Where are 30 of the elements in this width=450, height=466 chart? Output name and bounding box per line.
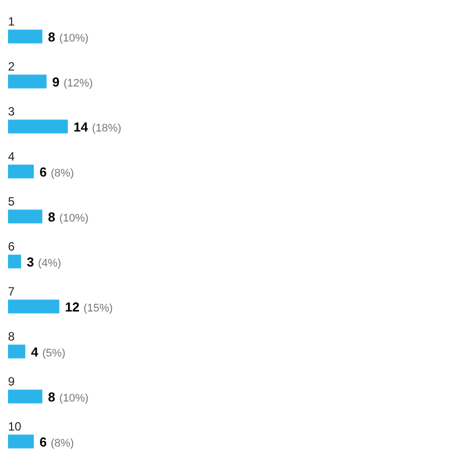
- y-tick-label: 2: [8, 60, 15, 74]
- bar: [8, 120, 68, 134]
- y-tick-label: 9: [8, 374, 15, 388]
- y-tick-label: 5: [8, 194, 15, 208]
- bar: [8, 210, 42, 224]
- data-label: 12 (15%): [65, 300, 113, 314]
- y-tick-label: 4: [8, 150, 15, 164]
- bar: [8, 30, 42, 44]
- data-label: 3 (4%): [26, 254, 62, 270]
- data-label: 8 (10%): [48, 30, 89, 44]
- data-label: 4 (5%): [31, 344, 66, 360]
- data-label: 6 (8%): [40, 164, 74, 180]
- data-label: 6 (8%): [40, 434, 74, 450]
- bar: [8, 344, 26, 358]
- data-label: 14 (18%): [74, 120, 122, 134]
- bar: [8, 254, 22, 268]
- data-label: 8 (10%): [48, 390, 89, 404]
- bar: [8, 390, 42, 404]
- y-tick-label: 3: [8, 104, 15, 118]
- bar: [8, 300, 60, 314]
- data-label: 9 (12%): [52, 74, 93, 90]
- bar: [8, 164, 34, 178]
- bar: [8, 74, 47, 88]
- bar: [8, 434, 34, 448]
- y-tick-label: 10: [8, 420, 22, 434]
- y-tick-label: 7: [8, 284, 15, 298]
- data-label: 8 (10%): [48, 210, 89, 224]
- y-tick-label: 8: [8, 330, 15, 344]
- y-tick-label: 1: [8, 14, 15, 28]
- y-tick-label: 6: [8, 240, 15, 254]
